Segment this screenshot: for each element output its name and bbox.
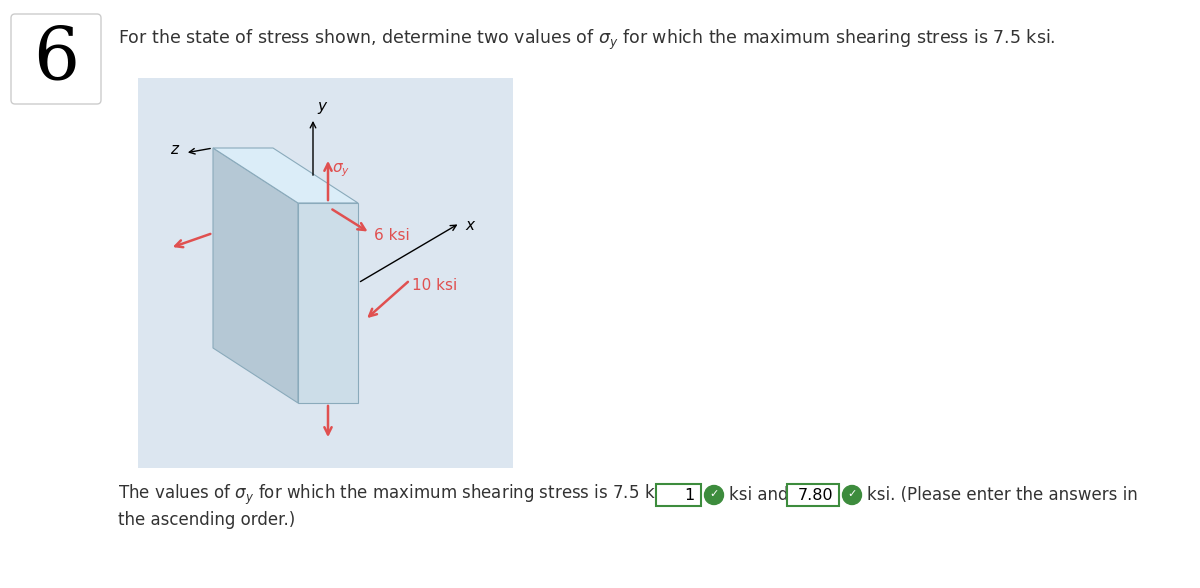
Text: 10 ksi: 10 ksi (412, 279, 457, 293)
Bar (787, 484, 839, 506)
Text: z: z (170, 142, 178, 158)
Polygon shape (214, 148, 298, 403)
Circle shape (842, 486, 862, 505)
Polygon shape (298, 203, 358, 403)
Bar (138, 78, 514, 468)
Text: 6: 6 (34, 24, 79, 94)
Text: 6 ksi: 6 ksi (374, 228, 409, 242)
Text: x: x (466, 218, 474, 232)
Text: 1: 1 (685, 487, 695, 503)
Text: For the state of stress shown, determine two values of $\sigma_y$ for which the : For the state of stress shown, determine… (118, 28, 1056, 52)
Circle shape (704, 486, 724, 505)
Text: ✓: ✓ (847, 489, 857, 499)
Text: $\sigma_y$: $\sigma_y$ (332, 161, 350, 179)
Text: The values of $\sigma_y$ for which the maximum shearing stress is 7.5 ksi are: The values of $\sigma_y$ for which the m… (118, 483, 701, 507)
Bar (656, 484, 701, 506)
Text: ksi. (Please enter the answers in: ksi. (Please enter the answers in (866, 486, 1138, 504)
FancyBboxPatch shape (11, 14, 101, 104)
Text: ksi and: ksi and (730, 486, 788, 504)
Polygon shape (214, 148, 358, 203)
Text: ✓: ✓ (709, 489, 719, 499)
Text: y: y (317, 99, 326, 114)
Text: the ascending order.): the ascending order.) (118, 511, 295, 529)
Text: 7.80: 7.80 (797, 487, 833, 503)
